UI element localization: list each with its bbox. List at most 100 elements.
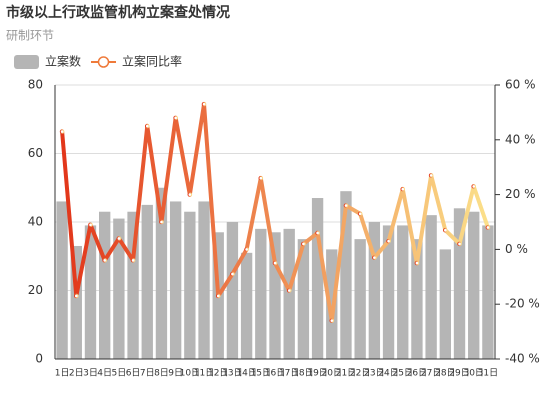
x-tick-label: 4日: [97, 368, 112, 379]
bar: [99, 211, 111, 359]
line-point: [414, 260, 420, 266]
line-point: [244, 247, 249, 252]
bar: [382, 225, 395, 359]
line-point: [428, 173, 434, 178]
x-tick-label: 7日: [140, 368, 155, 379]
line-point: [357, 211, 363, 217]
line-point: [315, 230, 320, 236]
line-point: [258, 175, 264, 181]
line-point: [329, 318, 335, 323]
x-tick-label: 9日: [168, 368, 183, 379]
y-tick-label: 40: [28, 215, 43, 229]
x-tick-label: 20日: [322, 368, 342, 379]
line-point: [286, 288, 292, 293]
legend-label: 立案同比率: [122, 54, 182, 69]
legend-swatch: [14, 55, 39, 69]
x-tick-label: 13日: [222, 368, 242, 379]
y2-tick-label: -20 %: [505, 297, 540, 311]
x-tick-label: 24日: [378, 368, 398, 379]
bar: [84, 225, 97, 359]
x-tick-label: 23日: [364, 368, 384, 379]
bar: [354, 239, 366, 359]
bar: [397, 225, 409, 359]
bar: [297, 239, 310, 359]
bar: [70, 245, 82, 359]
bar: [283, 228, 295, 359]
bar: [141, 204, 153, 359]
y2-tick-label: -40 %: [505, 352, 540, 366]
x-tick-label: 30日: [463, 368, 483, 379]
line-point: [215, 293, 221, 299]
line-point: [457, 241, 462, 247]
legend-swatch: [97, 56, 110, 68]
y2-tick-label: 20 %: [505, 187, 536, 201]
bar: [56, 201, 68, 359]
y2-tick-label: 60 %: [505, 78, 536, 92]
x-tick-label: 22日: [350, 368, 370, 379]
x-tick-label: 5日: [112, 368, 127, 379]
bar: [453, 208, 466, 359]
line-point: [144, 123, 150, 129]
x-tick-label: 1日: [55, 368, 70, 379]
line-point: [485, 225, 491, 230]
bar: [468, 211, 480, 359]
x-tick-label: 2日: [69, 368, 84, 379]
line-point: [59, 129, 65, 134]
line-point: [372, 255, 377, 260]
x-tick-label: 25日: [393, 368, 413, 379]
bar: [127, 211, 139, 359]
bar: [155, 187, 168, 359]
bar: [439, 249, 451, 359]
bar: [240, 252, 253, 359]
line-point: [230, 271, 235, 277]
bar: [482, 225, 494, 359]
bar: [326, 249, 338, 359]
x-tick-label: 11日: [194, 368, 214, 379]
legend-label: 立案数: [45, 54, 81, 69]
line-point: [159, 219, 164, 225]
line-point: [272, 260, 278, 266]
line-point: [201, 101, 207, 107]
bar: [340, 191, 352, 359]
bar: [411, 239, 423, 359]
line-point: [471, 184, 477, 189]
line-point: [116, 236, 122, 241]
line-point: [73, 293, 79, 299]
x-tick-label: 29日: [449, 368, 469, 379]
line-point: [301, 241, 306, 247]
line-point: [102, 258, 107, 263]
x-tick-label: 17日: [279, 368, 299, 379]
line-point: [400, 186, 406, 192]
x-tick-label: 31日: [478, 368, 498, 379]
line-point: [173, 115, 178, 121]
x-tick-label: 16日: [265, 368, 285, 379]
bar: [368, 222, 381, 359]
bar: [198, 201, 210, 359]
bar: [226, 222, 239, 359]
x-tick-label: 28日: [435, 368, 455, 379]
bar: [184, 211, 196, 359]
y-tick-label: 0: [35, 352, 43, 366]
x-tick-label: 12日: [208, 368, 228, 379]
x-tick-label: 18日: [293, 368, 313, 379]
bar: [425, 215, 437, 359]
line-point: [187, 192, 193, 197]
x-tick-label: 19日: [307, 368, 327, 379]
chart-subtitle: 研制环节: [6, 29, 54, 43]
x-tick-label: 21日: [336, 368, 356, 379]
y-tick-label: 80: [28, 78, 43, 92]
x-tick-label: 15日: [251, 368, 271, 379]
y-tick-label: 60: [28, 146, 43, 160]
x-tick-label: 3日: [83, 368, 98, 379]
line-point: [443, 227, 448, 233]
x-tick-label: 26日: [407, 368, 427, 379]
bar: [269, 232, 281, 359]
line-point: [130, 258, 136, 263]
chart-title: 市级以上行政监管机构立案查处情况: [6, 4, 230, 21]
x-tick-label: 8日: [154, 368, 169, 379]
y2-tick-label: 0 %: [505, 242, 528, 256]
bar: [255, 228, 267, 359]
x-tick-label: 6日: [126, 368, 141, 379]
bar: [169, 201, 182, 359]
